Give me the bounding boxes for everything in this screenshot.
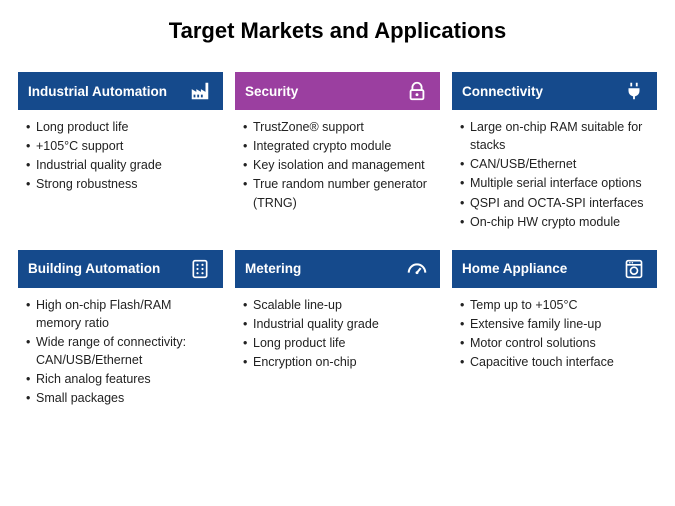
- bullet-item: Scalable line-up: [241, 296, 436, 314]
- washer-icon: [621, 256, 647, 282]
- card-header: Metering: [235, 250, 440, 288]
- bullet-item: Capacitive touch interface: [458, 353, 653, 371]
- bullet-list: High on-chip Flash/RAM memory ratioWide …: [24, 296, 219, 408]
- bullet-item: Small packages: [24, 389, 219, 407]
- bullet-item: +105°C support: [24, 137, 219, 155]
- bullet-item: Long product life: [241, 334, 436, 352]
- bullet-item: Encryption on-chip: [241, 353, 436, 371]
- bullet-item: Industrial quality grade: [241, 315, 436, 333]
- factory-icon: [187, 78, 213, 104]
- card-body: High on-chip Flash/RAM memory ratioWide …: [18, 288, 223, 409]
- card: Building Automation High on-chip Flash/RA…: [18, 250, 223, 409]
- bullet-item: Rich analog features: [24, 370, 219, 388]
- card-title: Security: [245, 84, 298, 99]
- bullet-item: Multiple serial interface options: [458, 174, 653, 192]
- card-body: Scalable line-upIndustrial quality grade…: [235, 288, 440, 373]
- bullet-item: On-chip HW crypto module: [458, 213, 653, 231]
- bullet-list: Large on-chip RAM suitable for stacksCAN…: [458, 118, 653, 231]
- controller-icon: [187, 256, 213, 282]
- bullet-item: High on-chip Flash/RAM memory ratio: [24, 296, 219, 332]
- bullet-item: Extensive family line-up: [458, 315, 653, 333]
- card-body: Temp up to +105°CExtensive family line-u…: [452, 288, 657, 373]
- bullet-item: Strong robustness: [24, 175, 219, 193]
- card: Metering Scalable line-upIndustrial quali…: [235, 250, 440, 409]
- card-header: Security: [235, 72, 440, 110]
- card-title: Connectivity: [462, 84, 543, 99]
- bullet-item: Large on-chip RAM suitable for stacks: [458, 118, 653, 154]
- card-body: TrustZone® supportIntegrated crypto modu…: [235, 110, 440, 213]
- bullet-item: Temp up to +105°C: [458, 296, 653, 314]
- card: Industrial Automation Long product life+1…: [18, 72, 223, 232]
- bullet-item: QSPI and OCTA-SPI interfaces: [458, 194, 653, 212]
- page-title: Target Markets and Applications: [0, 0, 675, 72]
- lock-icon: [404, 78, 430, 104]
- plug-icon: [621, 78, 647, 104]
- bullet-item: Integrated crypto module: [241, 137, 436, 155]
- card-title: Building Automation: [28, 261, 160, 276]
- gauge-icon: [404, 256, 430, 282]
- card: Connectivity Large on-chip RAM suitable f…: [452, 72, 657, 232]
- card-header: Building Automation: [18, 250, 223, 288]
- bullet-item: Wide range of connectivity: CAN/USB/Ethe…: [24, 333, 219, 369]
- card-header: Industrial Automation: [18, 72, 223, 110]
- card-body: Long product life+105°C supportIndustria…: [18, 110, 223, 195]
- card-title: Industrial Automation: [28, 84, 167, 99]
- bullet-item: TrustZone® support: [241, 118, 436, 136]
- card-title: Metering: [245, 261, 301, 276]
- cards-grid: Industrial AutomationLong product life+1…: [0, 72, 675, 409]
- card: Security TrustZone® supportIntegrated cry…: [235, 72, 440, 232]
- bullet-list: TrustZone® supportIntegrated crypto modu…: [241, 118, 436, 212]
- card-header: Home Appliance: [452, 250, 657, 288]
- card-body: Large on-chip RAM suitable for stacksCAN…: [452, 110, 657, 232]
- bullet-list: Temp up to +105°CExtensive family line-u…: [458, 296, 653, 372]
- bullet-item: True random number generator (TRNG): [241, 175, 436, 211]
- card: Home Appliance Temp up to +105°CExtensive…: [452, 250, 657, 409]
- bullet-item: CAN/USB/Ethernet: [458, 155, 653, 173]
- card-header: Connectivity: [452, 72, 657, 110]
- card-title: Home Appliance: [462, 261, 567, 276]
- bullet-item: Motor control solutions: [458, 334, 653, 352]
- bullet-item: Key isolation and management: [241, 156, 436, 174]
- bullet-list: Long product life+105°C supportIndustria…: [24, 118, 219, 194]
- bullet-item: Long product life: [24, 118, 219, 136]
- bullet-item: Industrial quality grade: [24, 156, 219, 174]
- bullet-list: Scalable line-upIndustrial quality grade…: [241, 296, 436, 372]
